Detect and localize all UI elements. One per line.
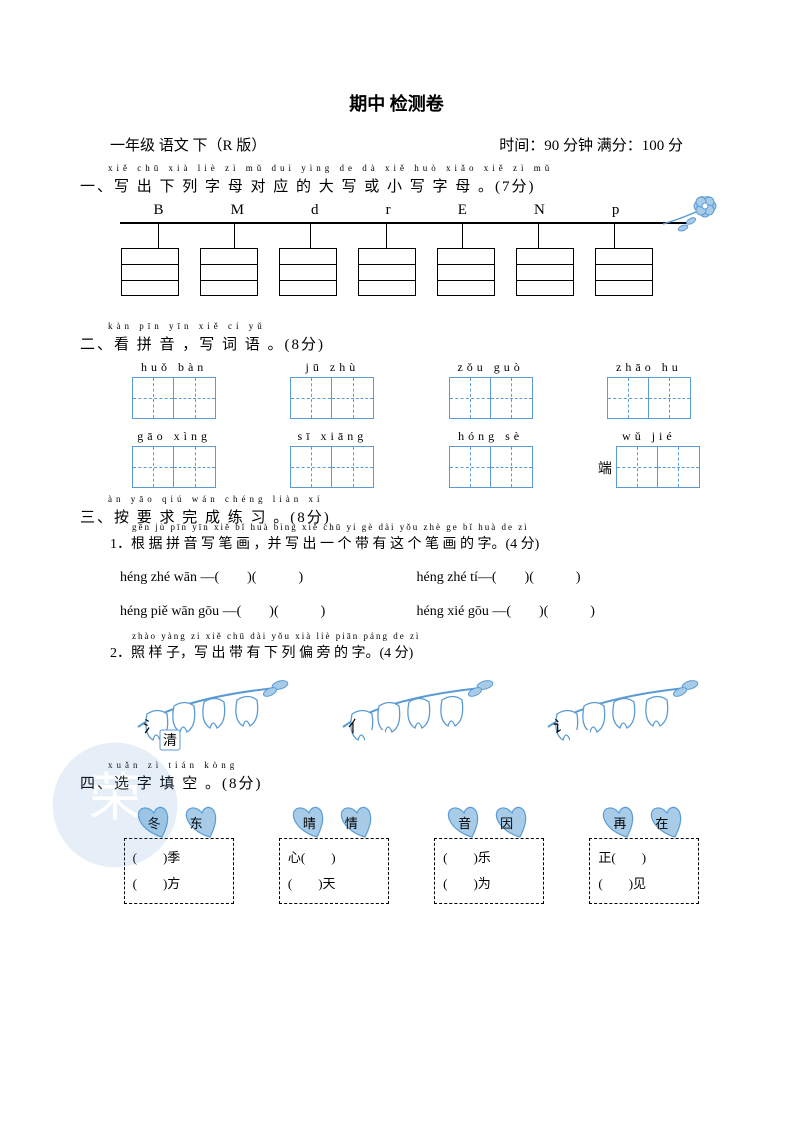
q3-sub1: gēn jù pīn yīn xiě bǐ huà bìng xiě chū y… — [110, 533, 713, 553]
word-pinyin: gāo xìng — [137, 429, 211, 444]
tianzige-cell[interactable] — [132, 446, 174, 488]
q1-letter: M — [231, 202, 244, 219]
tianzige-cell[interactable] — [332, 377, 374, 419]
q1-pinyin: xiě chū xià liè zì mǔ duì yìng de dà xiě… — [108, 163, 553, 173]
answer-box[interactable] — [595, 248, 653, 296]
q1-letter: N — [534, 202, 545, 219]
pinyin-word-item: hóng sè — [427, 429, 555, 488]
hearts-icon: 冬东 — [134, 801, 224, 841]
pinyin-word-item: zhāo hu — [585, 360, 713, 419]
tianzige-cell[interactable] — [491, 446, 533, 488]
pinyin-word-item: zǒu guò — [427, 360, 555, 419]
q1-letter-line: B M d r E N p — [80, 204, 713, 319]
word-pinyin: zhāo hu — [616, 360, 682, 375]
q3-sub2: zhào yàng zi xiě chū dài yǒu xià liè piā… — [110, 642, 713, 662]
answer-box[interactable] — [279, 248, 337, 296]
tianzige-cell[interactable] — [649, 377, 691, 419]
word-pinyin: hóng sè — [458, 429, 523, 444]
hearts-icon: 再在 — [599, 801, 689, 841]
svg-text:氵: 氵 — [143, 719, 159, 736]
choice-char: 情 — [345, 813, 358, 832]
fill-blank-box[interactable]: ( )季( )方 — [124, 838, 234, 904]
svg-text:亻: 亻 — [348, 718, 364, 736]
q1-letter: r — [386, 202, 391, 219]
answer-box[interactable] — [516, 248, 574, 296]
tianzige-cell[interactable] — [332, 446, 374, 488]
fill-blank-box[interactable]: 心( )( )天 — [279, 838, 389, 904]
choice-char: 在 — [655, 813, 668, 832]
q1-letter: E — [458, 202, 467, 219]
word-pinyin: zǒu guò — [457, 360, 523, 375]
char-choice-group: 再在正( )( )见 — [576, 801, 713, 904]
q1-letter: p — [612, 202, 620, 219]
time-score: 时间：90 分钟 满分：100 分 — [499, 134, 683, 155]
tianzige-cell[interactable] — [290, 446, 332, 488]
answer-box[interactable] — [437, 248, 495, 296]
fill-blank-box[interactable]: ( )乐( )为 — [434, 838, 544, 904]
tianzige-cell[interactable] — [616, 446, 658, 488]
answer-box[interactable] — [358, 248, 416, 296]
word-pinyin: huǒ bàn — [141, 360, 207, 375]
choice-char: 晴 — [303, 813, 316, 832]
q1-letter: B — [154, 202, 164, 219]
pinyin-word-item: huǒ bàn — [110, 360, 238, 419]
svg-text:讠: 讠 — [553, 718, 569, 736]
hearts-icon: 音因 — [444, 801, 534, 841]
bell-flowers: 氵 清 亻 讠 — [130, 672, 713, 752]
pinyin-word-item: gāo xìng — [110, 429, 238, 488]
q3-pinyin: àn yāo qiú wán chéng liàn xí — [108, 494, 323, 504]
q2-pinyin: kàn pīn yīn xiě cí yǔ — [108, 321, 266, 331]
q4-heading: xuǎn zì tián kòng 四、选 字 填 空 。(8分) — [80, 772, 713, 793]
tianzige-cell[interactable] — [290, 377, 332, 419]
pinyin-word-item: wǔ jié 端 — [585, 429, 713, 488]
word-pinyin: jū zhù — [306, 360, 360, 375]
char-choice-group: 冬东( )季( )方 — [110, 801, 247, 904]
page-title: 期中 检测卷 — [80, 90, 713, 116]
prefix-char: 端 — [598, 458, 612, 478]
fill-blank-box[interactable]: 正( )( )见 — [589, 838, 699, 904]
grade-info: 一年级 语文 下（R 版） — [110, 134, 266, 155]
q1-letter: d — [311, 202, 319, 219]
choice-char: 冬 — [148, 813, 161, 832]
q3-answer-lines[interactable]: héng zhé wān —( )( )héng zhé tí—( )( ) h… — [120, 561, 713, 628]
q2-heading: kàn pīn yīn xiě cí yǔ 二、看 拼 音 ，写 词 语 。(8… — [80, 333, 713, 354]
choice-char: 因 — [500, 813, 513, 832]
choice-char: 东 — [190, 813, 203, 832]
tianzige-cell[interactable] — [658, 446, 700, 488]
svg-text:清: 清 — [163, 733, 177, 749]
choice-char: 音 — [458, 813, 471, 832]
tianzige-cell[interactable] — [174, 446, 216, 488]
word-pinyin: wǔ jié — [622, 429, 676, 444]
char-choice-group: 晴情心( )( )天 — [265, 801, 402, 904]
word-pinyin: sī xiāng — [298, 429, 368, 444]
pinyin-word-item: sī xiāng — [268, 429, 396, 488]
bell-flower-group[interactable]: 亻 — [335, 672, 500, 752]
answer-box[interactable] — [200, 248, 258, 296]
tianzige-cell[interactable] — [607, 377, 649, 419]
pinyin-word-item: jū zhù — [268, 360, 396, 419]
q1-heading: xiě chū xià liè zì mǔ duì yìng de dà xiě… — [80, 175, 713, 196]
tianzige-cell[interactable] — [491, 377, 533, 419]
bell-flower-group[interactable]: 氵 清 — [130, 672, 295, 752]
bell-flower-group[interactable]: 讠 — [540, 672, 705, 752]
tianzige-cell[interactable] — [132, 377, 174, 419]
hearts-icon: 晴情 — [289, 801, 379, 841]
tianzige-cell[interactable] — [449, 446, 491, 488]
answer-box[interactable] — [121, 248, 179, 296]
tianzige-cell[interactable] — [449, 377, 491, 419]
flower-icon — [663, 196, 723, 251]
q4-groups: 冬东( )季( )方 晴情心( )( )天 音因( )乐( )为 再在正( )(… — [110, 801, 713, 904]
tianzige-cell[interactable] — [174, 377, 216, 419]
subheader: 一年级 语文 下（R 版） 时间：90 分钟 满分：100 分 — [80, 134, 713, 155]
choice-char: 再 — [613, 813, 626, 832]
q4-pinyin: xuǎn zì tián kòng — [108, 760, 238, 770]
q2-grid: huǒ bàn jū zhù zǒu guò zhāo hu gāo xìng sī xi… — [110, 360, 713, 488]
char-choice-group: 音因( )乐( )为 — [421, 801, 558, 904]
